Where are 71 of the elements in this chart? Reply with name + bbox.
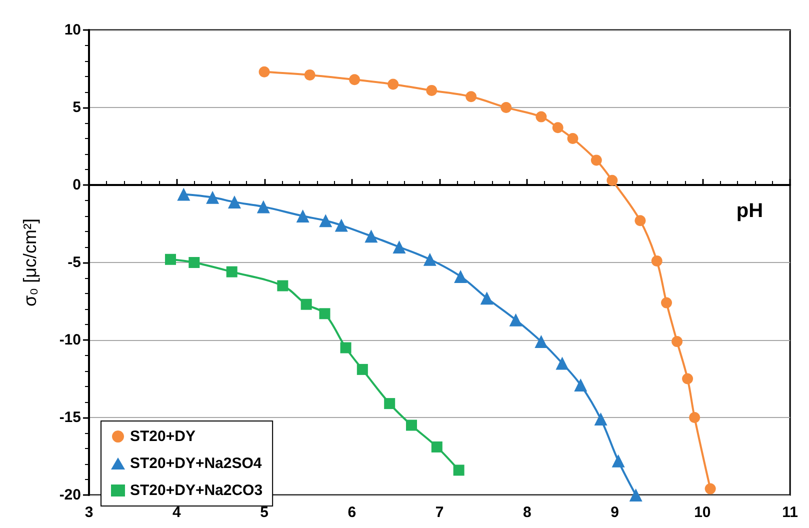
point bbox=[500, 102, 512, 113]
point bbox=[392, 240, 406, 254]
point bbox=[406, 420, 417, 431]
y-tick-label: -5 bbox=[68, 254, 81, 271]
point bbox=[454, 270, 468, 283]
x-tick-label: 8 bbox=[523, 504, 532, 521]
x-tick-label: 7 bbox=[435, 504, 444, 521]
point bbox=[165, 254, 176, 265]
y-tick-label: 0 bbox=[72, 176, 81, 194]
point bbox=[466, 91, 477, 102]
point bbox=[574, 378, 588, 392]
point bbox=[606, 174, 618, 186]
point bbox=[552, 122, 564, 134]
point bbox=[556, 356, 569, 370]
point bbox=[226, 266, 238, 278]
point bbox=[536, 111, 547, 122]
x-axis-title: pH bbox=[736, 200, 764, 222]
x-tick-label: 6 bbox=[348, 504, 356, 521]
point bbox=[651, 255, 662, 266]
point bbox=[349, 74, 360, 86]
point bbox=[188, 257, 200, 268]
legend-label: ST20+DY+Na2CO3 bbox=[130, 482, 263, 499]
point bbox=[634, 215, 646, 226]
point bbox=[206, 190, 220, 204]
x-tick-label: 4 bbox=[172, 504, 182, 521]
point bbox=[364, 230, 378, 243]
point bbox=[689, 412, 700, 423]
y-tick-label: -15 bbox=[59, 409, 81, 426]
point bbox=[612, 454, 625, 468]
point bbox=[256, 200, 270, 214]
point bbox=[296, 210, 310, 222]
point bbox=[534, 335, 548, 348]
y-tick-label: -10 bbox=[59, 332, 81, 348]
point bbox=[300, 298, 312, 310]
point bbox=[356, 364, 368, 375]
point bbox=[509, 313, 522, 326]
point bbox=[384, 398, 396, 410]
point bbox=[334, 218, 348, 232]
y-axis-title: σ₀ [μc/cm²] bbox=[20, 218, 40, 306]
point bbox=[431, 441, 442, 452]
point bbox=[661, 297, 672, 308]
point bbox=[423, 252, 436, 266]
point bbox=[567, 133, 578, 144]
x-tick-label: 5 bbox=[260, 504, 268, 521]
point bbox=[304, 69, 316, 80]
point bbox=[480, 292, 494, 305]
x-tick-label: 10 bbox=[694, 504, 711, 521]
x-tick-label: 9 bbox=[610, 504, 619, 521]
point bbox=[426, 84, 438, 96]
point bbox=[319, 214, 332, 228]
x-tick-label: 3 bbox=[84, 504, 94, 521]
y-tick-label: -20 bbox=[59, 486, 81, 504]
point bbox=[340, 342, 352, 354]
point bbox=[258, 66, 270, 78]
point bbox=[682, 373, 694, 384]
point bbox=[388, 78, 399, 90]
legend-label: ST20+DY+Na2SO4 bbox=[130, 455, 262, 472]
point bbox=[177, 188, 190, 201]
y-tick-label: 5 bbox=[72, 99, 81, 116]
x-tick-label: 11 bbox=[782, 504, 798, 521]
point bbox=[228, 196, 241, 209]
point bbox=[629, 488, 642, 502]
point bbox=[453, 464, 464, 476]
legend-label: ST20+DY bbox=[130, 428, 196, 445]
point bbox=[672, 336, 683, 348]
point bbox=[277, 280, 288, 292]
point bbox=[590, 154, 602, 166]
y-tick-label: 10 bbox=[64, 22, 81, 38]
point bbox=[704, 483, 716, 494]
point bbox=[594, 412, 608, 426]
point bbox=[319, 308, 330, 320]
